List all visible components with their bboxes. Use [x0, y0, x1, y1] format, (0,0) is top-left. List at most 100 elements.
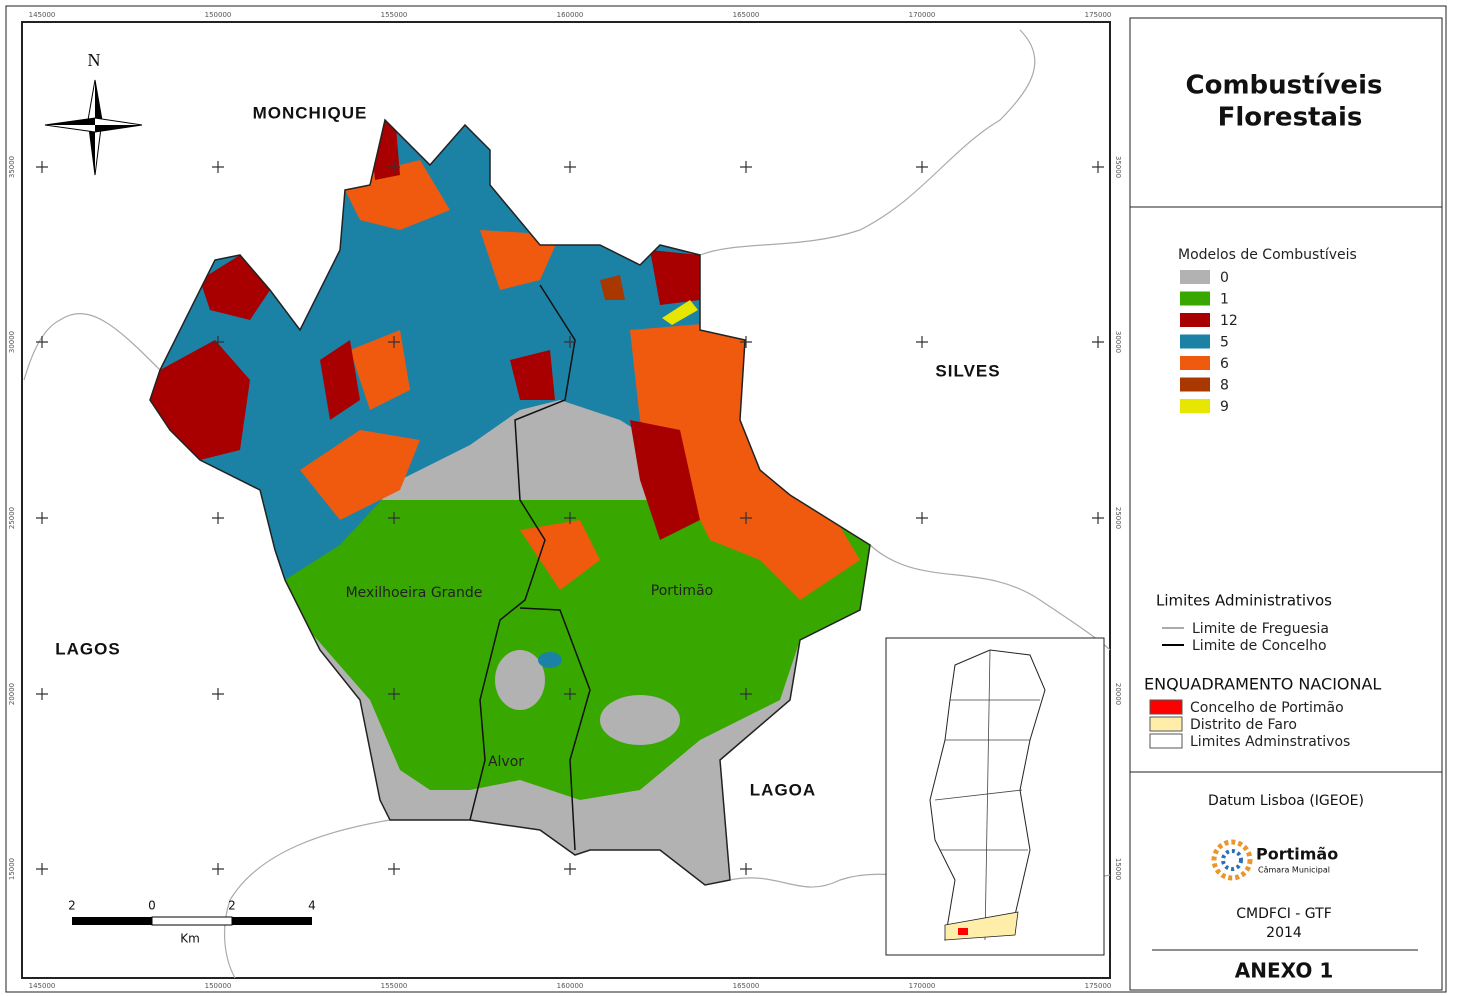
models-title: Modelos de Combustíveis [1178, 247, 1357, 263]
y-coord-label: 15000 [8, 858, 16, 880]
grid-cross [740, 161, 752, 173]
limits-title: Limites Administrativos [1156, 592, 1332, 610]
legend-title: Florestais [1218, 103, 1363, 133]
y-coord-label: 25000 [8, 507, 16, 529]
inset-map [885, 637, 1105, 956]
fuel-area [250, 500, 870, 800]
boundary-line [699, 29, 1036, 256]
fuel-area [510, 350, 555, 400]
grid-cross [212, 688, 224, 700]
grid-cross [1092, 336, 1104, 348]
grid-cross [740, 863, 752, 875]
x-coord-label: 175000 [1085, 982, 1112, 990]
fuel-area [630, 320, 860, 600]
fuel-area [320, 340, 360, 420]
legend-label: 12 [1220, 313, 1238, 329]
north-arrow: N [44, 50, 143, 176]
legend-title: Combustíveis [1186, 71, 1383, 101]
fuel-area [650, 250, 700, 305]
grid-cross [916, 161, 928, 173]
legend-swatch [1180, 356, 1210, 370]
grid-cross [212, 336, 224, 348]
grid-cross [388, 688, 400, 700]
grid-cross [36, 161, 48, 173]
grid-cross [36, 863, 48, 875]
freguesia-label: Alvor [488, 754, 524, 770]
fuel-area [150, 340, 250, 460]
legend-label: 8 [1220, 378, 1229, 394]
grid-cross [740, 336, 752, 348]
fuel-area [300, 430, 420, 520]
grid-cross [36, 336, 48, 348]
scale-bar: 2 0 2 4 Km [68, 899, 316, 946]
grid-cross [564, 863, 576, 875]
x-coord-label: 155000 [381, 11, 408, 19]
place-label: LAGOA [750, 780, 816, 799]
grid-cross [388, 161, 400, 173]
x-coord-label: 170000 [909, 982, 936, 990]
x-coord-label: 145000 [29, 982, 56, 990]
grid-cross [388, 863, 400, 875]
credit: CMDFCI - GTF [1236, 906, 1332, 922]
grid-cross [1092, 161, 1104, 173]
legend-swatch [1180, 270, 1210, 284]
models-legend: 0 1 12 5 6 8 9 [1180, 270, 1238, 415]
y-coord-label: 35000 [8, 156, 16, 178]
scale-label: 2 [228, 899, 236, 913]
legend-swatch [1180, 377, 1210, 392]
fuel-area [600, 275, 625, 300]
scale-label: 4 [308, 899, 316, 913]
y-coord-label: 20000 [1114, 683, 1122, 705]
place-label: MONCHIQUE [253, 103, 368, 122]
x-coord-label: 150000 [205, 11, 232, 19]
outer-frame [5, 5, 1447, 993]
inset-portimao [958, 928, 968, 935]
legend-panel: Combustíveis Florestais Modelos de Combu… [1129, 17, 1443, 991]
fuel-area [200, 255, 270, 320]
boundary-line [223, 819, 391, 979]
fuel-area [630, 420, 700, 540]
y-coord-label: 30000 [8, 331, 16, 353]
grid-cross [564, 161, 576, 173]
freguesia-boundary [469, 284, 591, 851]
north-label: N [88, 50, 101, 70]
x-coord-label: 160000 [557, 11, 584, 19]
grid-cross [916, 512, 928, 524]
legend-label: Concelho de Portimão [1190, 700, 1344, 716]
x-coord-label: 165000 [733, 982, 760, 990]
fuel-area [495, 650, 545, 710]
logo: Portimão Câmara Municipal [1211, 839, 1338, 881]
grid-cross [564, 336, 576, 348]
grid-cross [388, 336, 400, 348]
limits-item: Limite de Concelho [1192, 638, 1327, 654]
year: 2014 [1266, 925, 1302, 941]
fuel-area [520, 520, 600, 590]
grid-cross [388, 512, 400, 524]
x-coord-label: 175000 [1085, 11, 1112, 19]
freguesia-label: Portimão [651, 583, 713, 599]
place-label: SILVES [935, 361, 1000, 380]
grid-cross [212, 863, 224, 875]
fuel-area [350, 330, 410, 410]
legend-label: 9 [1220, 399, 1229, 415]
district-lines [934, 649, 1040, 941]
boundary-line [23, 313, 161, 381]
legend-label: 6 [1220, 356, 1229, 372]
freguesia-label: Mexilhoeira Grande [346, 585, 483, 601]
grid-cross [916, 336, 928, 348]
legend-label: 0 [1220, 270, 1229, 286]
boundary-line [869, 544, 1111, 651]
legend-label: 5 [1220, 335, 1229, 351]
frame-ticks: 1450001450001500001500001550001550001600… [8, 11, 1122, 990]
concelho-boundary [149, 118, 871, 886]
annex: ANEXO 1 [1235, 959, 1333, 983]
legend-swatch [1180, 334, 1210, 349]
arrow-ew-fill [45, 118, 142, 132]
grid-cross [564, 688, 576, 700]
scale-segment [232, 917, 312, 925]
x-coord-label: 145000 [29, 11, 56, 19]
scale-label: 0 [148, 899, 156, 913]
y-coord-label: 25000 [1114, 507, 1122, 529]
x-coord-label: 155000 [381, 982, 408, 990]
legend-frame [1129, 17, 1443, 991]
